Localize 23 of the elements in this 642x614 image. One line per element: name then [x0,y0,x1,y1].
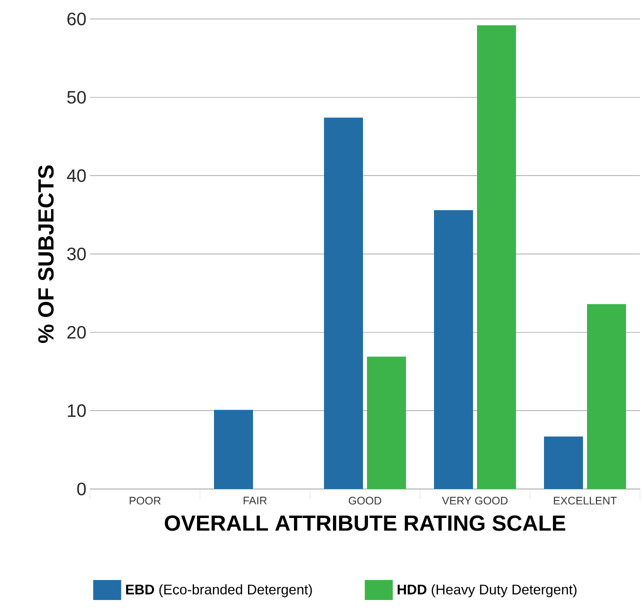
x-tick-label: VERY GOOD [442,496,508,505]
x-tick-label: POOR [130,496,161,505]
y-tick-label: 30 [67,248,86,260]
bar [544,436,584,489]
x-tick-label: FAIR [244,496,267,504]
y-axis-title: % OF SUBJECTS [38,165,54,343]
y-tick-label: 50 [67,90,86,104]
x-axis-title: OVERALL ATTRIBUTE RATING SCALE [164,515,566,531]
bar [587,304,626,489]
y-tick-label: 20 [67,326,86,339]
x-tick-label: GOOD [348,496,382,505]
y-tick-label: 10 [68,404,86,417]
bar [434,210,474,489]
bar [214,410,254,489]
legend-label: HDD (Heavy Duty Detergent) [398,584,576,598]
bar [367,356,406,489]
y-tick-label: 60 [67,12,86,26]
bar [324,118,364,489]
legend-label: EBD (Eco-branded Detergent) [126,584,312,598]
bar [477,25,516,489]
x-tick-label: EXCELLENT [554,496,617,505]
y-tick-label: 0 [77,482,86,496]
y-tick-label: 40 [66,169,86,182]
